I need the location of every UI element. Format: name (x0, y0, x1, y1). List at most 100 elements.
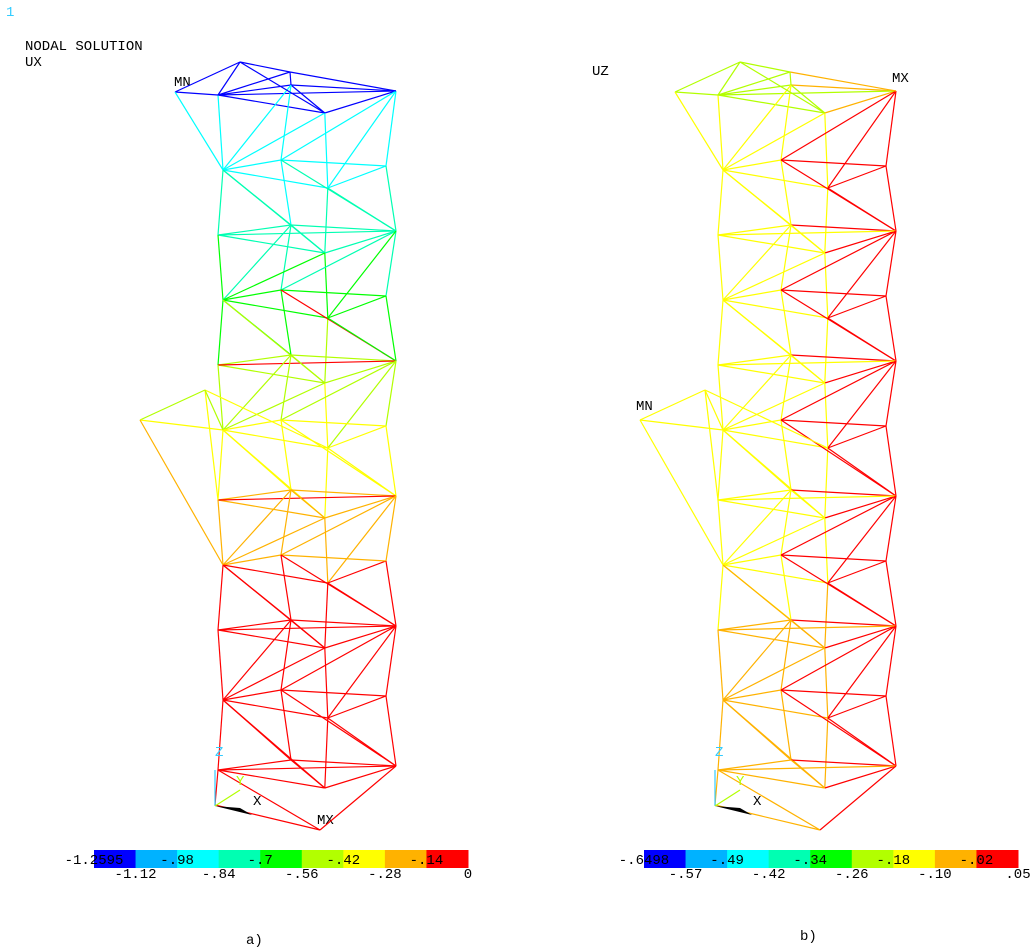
truss-element (218, 630, 325, 648)
truss-element (886, 361, 896, 426)
truss-element (291, 355, 325, 383)
truss-element (223, 253, 325, 300)
truss-element (328, 583, 396, 626)
truss-element (886, 166, 896, 231)
truss-element (325, 253, 328, 318)
truss-element (218, 235, 325, 253)
truss-element (828, 448, 896, 496)
legend-label: .05 (1005, 867, 1030, 883)
truss-element (825, 718, 828, 788)
truss-element (218, 170, 223, 235)
truss-element (781, 361, 896, 420)
truss-element (281, 160, 291, 225)
result-label: UX (25, 55, 42, 71)
triad-axis (715, 806, 752, 815)
truss-element (386, 231, 396, 296)
truss-element (825, 188, 828, 253)
truss-element (281, 361, 396, 420)
triad-axis (715, 790, 740, 806)
truss-element (281, 690, 291, 760)
truss-element (781, 160, 886, 166)
truss-element (281, 555, 291, 620)
truss-element (791, 760, 825, 788)
triad-label: Y (236, 774, 245, 790)
truss-element (705, 390, 718, 500)
truss-element (723, 555, 781, 565)
truss-element (718, 235, 723, 300)
triad-label: Z (715, 745, 723, 761)
truss-element (781, 496, 896, 555)
truss-element (825, 518, 828, 583)
triad-label: Y (736, 774, 745, 790)
truss-element (218, 95, 223, 170)
max-label: MX (317, 813, 334, 829)
truss-element (281, 231, 396, 290)
truss-element (325, 383, 328, 448)
truss-element (291, 490, 396, 496)
triad-axis (215, 806, 252, 815)
truss-element (325, 718, 328, 788)
truss-element (291, 760, 396, 766)
truss-element (886, 426, 896, 496)
truss-element (781, 420, 886, 426)
legend-label: -.42 (752, 867, 786, 883)
truss-element (825, 648, 828, 718)
truss-element (791, 355, 896, 361)
result-label: UZ (592, 64, 609, 80)
truss-element (718, 500, 825, 518)
truss-element (218, 235, 223, 300)
legend-label: -.57 (669, 867, 703, 883)
truss-element (828, 91, 896, 188)
legend-label: 0 (464, 867, 472, 883)
truss-element (223, 518, 325, 565)
truss-element (325, 518, 328, 583)
legend-label: -.26 (835, 867, 869, 883)
truss-element (281, 420, 386, 426)
truss-element (820, 766, 896, 830)
max-label: MX (892, 71, 909, 87)
truss-element (828, 583, 896, 626)
legend-label: -.42 (327, 853, 361, 869)
truss-element (205, 390, 218, 500)
truss-element (791, 490, 896, 496)
truss-element (325, 583, 328, 648)
truss-element (328, 718, 396, 766)
legend-label: -.14 (410, 853, 444, 869)
truss-element (828, 626, 896, 718)
truss-element (281, 420, 396, 496)
truss-element (328, 91, 396, 188)
truss-element (325, 91, 396, 113)
truss-element (825, 318, 828, 383)
truss-element (723, 518, 825, 565)
truss-element (825, 626, 896, 648)
truss-element (886, 231, 896, 296)
truss-element (718, 565, 723, 630)
truss-element (281, 91, 396, 160)
triad-label: X (253, 794, 262, 810)
truss-element (328, 166, 386, 188)
truss-element (675, 92, 718, 95)
truss-element (781, 420, 896, 496)
triad-axis (215, 790, 240, 806)
truss-element (223, 430, 328, 448)
truss-element (218, 500, 223, 565)
truss-element (791, 620, 896, 626)
truss-element (781, 91, 896, 160)
truss-element (781, 231, 896, 290)
truss-element (781, 555, 886, 561)
truss-element (328, 318, 396, 361)
truss-element (781, 690, 791, 760)
caption: b) (800, 929, 817, 945)
truss-element (886, 561, 896, 626)
truss-element (291, 355, 396, 361)
legend-label: -.02 (960, 853, 994, 869)
truss-element (791, 225, 896, 231)
truss-element (175, 92, 223, 170)
truss-element (705, 390, 828, 448)
truss-element (325, 648, 328, 718)
truss-element (223, 290, 281, 300)
truss-element (291, 85, 325, 113)
truss-element (290, 72, 291, 85)
truss-element (825, 766, 896, 788)
truss-element (791, 620, 825, 648)
